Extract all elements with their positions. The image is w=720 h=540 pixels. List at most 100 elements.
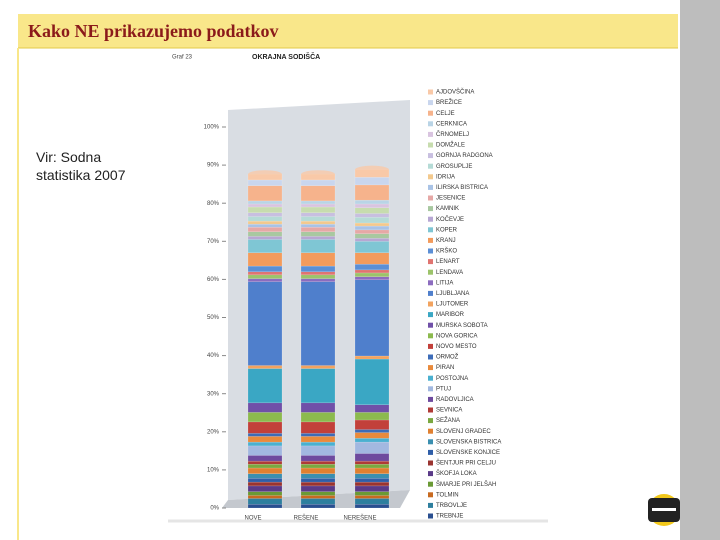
bar-segment xyxy=(247,212,283,217)
bar-segment xyxy=(300,212,336,217)
legend-swatch xyxy=(428,269,433,275)
y-tick-label: 10% xyxy=(207,467,220,473)
bar-segment xyxy=(300,274,336,279)
legend-label: ŠMARJE PRI JELŠAH xyxy=(436,481,496,488)
legend-swatch xyxy=(428,290,433,296)
legend-label: SLOVENJ GRADEC xyxy=(436,429,491,435)
bar-cap xyxy=(301,170,335,179)
legend-swatch xyxy=(428,301,433,307)
bar-segment xyxy=(247,495,283,499)
bar-segment xyxy=(247,436,283,443)
bar-segment xyxy=(247,274,283,279)
bar-segment xyxy=(300,495,336,499)
bar-segment xyxy=(354,460,390,465)
legend-swatch xyxy=(428,100,433,106)
bar-segment xyxy=(247,252,283,267)
chart-title: OKRAJNA SODIŠČA xyxy=(252,52,320,61)
legend-label: GORNJA RADGONA xyxy=(436,153,493,159)
bar-segment xyxy=(354,478,390,483)
chart-label: Graf 23 xyxy=(172,55,193,61)
bar-segment xyxy=(247,365,283,369)
bar-segment xyxy=(300,421,336,434)
legend-label: PTUJ xyxy=(436,386,451,392)
bar-segment xyxy=(354,276,390,280)
y-tick-label: 60% xyxy=(207,277,220,283)
bar-cap xyxy=(248,170,282,179)
legend-label: NOVO MESTO xyxy=(436,344,477,350)
legend-label: KRŠKO xyxy=(436,248,457,255)
bar-segment xyxy=(300,365,336,369)
bar-segment xyxy=(247,216,283,222)
legend-label: TRBOVLJE xyxy=(436,503,467,509)
bar-segment xyxy=(300,503,336,509)
legend-label: BREŽICE xyxy=(436,98,462,106)
legend-label: RADOVLJICA xyxy=(436,397,474,403)
bar-segment xyxy=(247,478,283,483)
bar-segment xyxy=(247,441,283,447)
bar-segment xyxy=(300,281,336,366)
side-strip xyxy=(680,0,720,540)
legend-label: AJDOVŠČINA xyxy=(436,89,474,96)
legend-swatch xyxy=(428,216,433,222)
bar-segment xyxy=(300,236,336,240)
bar-segment xyxy=(300,467,336,474)
legend-label: LENART xyxy=(436,259,460,265)
bar-segment xyxy=(354,233,390,239)
bar-segment xyxy=(247,278,283,282)
bar-segment xyxy=(247,498,283,505)
bar-segment xyxy=(354,463,390,469)
bar-segment xyxy=(247,445,283,456)
bar-segment xyxy=(247,203,283,208)
bar-segment xyxy=(354,222,390,227)
bar-segment xyxy=(354,229,390,234)
bar-segment xyxy=(247,485,283,492)
legend-label: LITIJA xyxy=(436,280,453,286)
x-tick-label: NEREŠENE xyxy=(343,515,376,522)
legend-label: KAMNIK xyxy=(436,206,459,212)
legend-swatch xyxy=(428,449,433,455)
legend-label: LJUTOMER xyxy=(436,302,469,308)
bar-segment xyxy=(247,467,283,474)
logo-shape xyxy=(652,508,676,511)
source: Vir: Sodna statistika 2007 xyxy=(36,149,126,183)
legend-swatch xyxy=(428,418,433,424)
bar-segment xyxy=(300,436,336,443)
legend-swatch xyxy=(428,121,433,127)
bar-segment xyxy=(354,358,390,405)
legend-label: ORMOŽ xyxy=(436,353,459,361)
legend-label: GROSUPLJE xyxy=(436,164,472,170)
bar-segment xyxy=(354,467,390,474)
legend-label: SEŽANA xyxy=(436,416,460,424)
bar-segment xyxy=(300,485,336,492)
x-tick-label: REŠENE xyxy=(294,515,319,522)
bar-segment xyxy=(247,473,283,479)
bar-segment xyxy=(247,481,283,487)
y-tick-label: 20% xyxy=(207,429,220,435)
legend-swatch xyxy=(428,206,433,212)
legend-label: TREBNJE xyxy=(436,514,463,520)
bar-segment xyxy=(354,203,390,208)
legend-label: SEVNICA xyxy=(436,408,462,414)
bar-segment xyxy=(354,404,390,413)
bar-segment xyxy=(354,241,390,253)
legend-swatch xyxy=(428,237,433,243)
bar-segment xyxy=(354,269,390,274)
bar-segment xyxy=(300,402,336,413)
y-tick-label: 80% xyxy=(207,201,220,207)
legend-label: MARIBOR xyxy=(436,312,465,318)
bar-segment xyxy=(300,231,336,237)
legend-swatch xyxy=(428,89,433,95)
legend-label: LENDAVA xyxy=(436,270,463,276)
legend-label: JESENICE xyxy=(436,196,465,202)
bar-segment xyxy=(354,177,390,186)
bar-segment xyxy=(354,217,390,224)
legend-label: ČRNOMELJ xyxy=(436,131,469,138)
legend-swatch xyxy=(428,460,433,466)
bar-segment xyxy=(247,231,283,237)
bar-segment xyxy=(300,220,336,225)
legend-swatch xyxy=(428,248,433,254)
bar-segment xyxy=(247,402,283,413)
legend-swatch xyxy=(428,481,433,487)
bar-segment xyxy=(247,463,283,469)
